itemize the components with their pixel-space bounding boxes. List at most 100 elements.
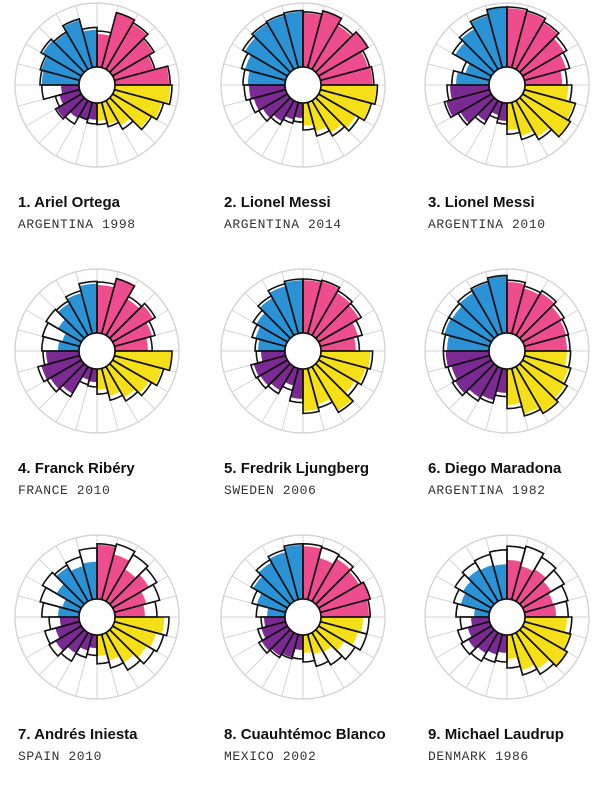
value-bar bbox=[88, 634, 97, 649]
value-bar bbox=[519, 580, 552, 608]
value-bar bbox=[97, 545, 116, 600]
player-name: 9. Michael Laudrup bbox=[428, 726, 600, 743]
team-year: SPAIN 2010 bbox=[18, 749, 103, 764]
value-bar bbox=[79, 283, 97, 334]
value-bar bbox=[497, 102, 507, 121]
value-bar bbox=[270, 363, 294, 391]
team-year: ARGENTINA 2014 bbox=[224, 217, 342, 232]
value-bar bbox=[522, 355, 569, 383]
value-bar bbox=[468, 626, 495, 649]
radial-chart bbox=[220, 268, 386, 434]
value-bar bbox=[97, 34, 111, 68]
value-bar bbox=[445, 351, 490, 367]
center-hub bbox=[78, 66, 116, 104]
value-bar bbox=[106, 97, 131, 126]
value-bar bbox=[315, 626, 345, 651]
value-bar bbox=[507, 368, 521, 405]
value-bar bbox=[109, 626, 147, 658]
value-bar bbox=[312, 363, 352, 411]
value-bar bbox=[519, 626, 567, 666]
value-bar bbox=[486, 7, 507, 68]
value-bar bbox=[320, 351, 371, 369]
value-bar bbox=[282, 632, 299, 658]
team-year: FRANCE 2010 bbox=[18, 483, 111, 498]
value-bar bbox=[511, 100, 534, 136]
value-bar bbox=[101, 632, 120, 661]
player-name: 1. Ariel Ortega bbox=[18, 194, 193, 211]
value-bar bbox=[67, 629, 88, 654]
value-bar bbox=[307, 10, 342, 70]
center-hub bbox=[488, 332, 526, 370]
value-bar bbox=[56, 583, 85, 608]
value-bar bbox=[522, 89, 574, 120]
value-bar bbox=[315, 360, 355, 394]
value-bar bbox=[315, 94, 356, 129]
value-bar bbox=[497, 634, 507, 653]
value-bar bbox=[516, 292, 555, 339]
player-card: 8. Cuauhtémoc Blanco MEXICO 2002 bbox=[206, 532, 406, 798]
value-bar bbox=[511, 566, 534, 602]
value-bar bbox=[318, 322, 359, 347]
player-name-text: Franck Ribéry bbox=[34, 460, 135, 477]
value-bar bbox=[312, 629, 332, 653]
value-bar bbox=[106, 299, 140, 339]
value-bar bbox=[315, 571, 360, 608]
radial-chart bbox=[14, 2, 180, 168]
value-bar bbox=[451, 355, 492, 380]
value-bar bbox=[522, 593, 554, 613]
value-bar bbox=[303, 546, 322, 600]
center-hub bbox=[78, 598, 116, 636]
value-bar bbox=[114, 351, 172, 371]
value-bar bbox=[262, 94, 291, 119]
value-bar bbox=[62, 363, 88, 394]
value-bar bbox=[312, 97, 343, 133]
value-bar bbox=[320, 337, 356, 351]
value-bar bbox=[451, 306, 495, 342]
value-bar bbox=[320, 66, 373, 85]
value-bar bbox=[312, 292, 351, 339]
value-bar bbox=[253, 89, 288, 111]
value-bar bbox=[69, 97, 88, 119]
value-bar bbox=[312, 558, 351, 605]
value-bar bbox=[106, 23, 148, 73]
value-bar bbox=[61, 85, 80, 95]
value-bar bbox=[101, 12, 135, 70]
player-card: 2. Lionel Messi ARGENTINA 2014 bbox=[206, 0, 406, 266]
value-bar bbox=[114, 604, 145, 617]
value-bar bbox=[511, 11, 545, 70]
value-bar bbox=[456, 71, 490, 85]
value-bar bbox=[261, 351, 286, 362]
value-bar bbox=[245, 55, 288, 81]
value-bar bbox=[82, 29, 97, 68]
radial-chart bbox=[220, 2, 386, 168]
value-bar bbox=[468, 363, 498, 398]
team-year: MEXICO 2002 bbox=[224, 749, 317, 764]
player-name: 7. Andrés Iniesta bbox=[18, 726, 193, 743]
value-bar bbox=[524, 351, 567, 367]
value-bar bbox=[59, 89, 82, 105]
value-bar bbox=[56, 94, 85, 119]
player-name-text: Lionel Messi bbox=[240, 194, 331, 211]
player-name: 6. Diego Maradona bbox=[428, 460, 600, 477]
value-bar bbox=[284, 545, 303, 600]
value-bar bbox=[307, 366, 331, 405]
value-bar bbox=[114, 617, 165, 635]
value-bar bbox=[112, 591, 147, 613]
radial-chart bbox=[424, 534, 590, 700]
value-bar bbox=[109, 360, 149, 394]
value-bar bbox=[256, 312, 291, 342]
value-bar bbox=[303, 634, 313, 653]
player-card: 6. Diego Maradona ARGENTINA 1982 bbox=[410, 266, 600, 532]
player-card: 9. Michael Laudrup DENMARK 1986 bbox=[410, 532, 600, 798]
value-bar bbox=[82, 561, 97, 600]
radial-chart bbox=[424, 2, 590, 168]
value-bar bbox=[101, 100, 118, 125]
value-bar bbox=[87, 102, 97, 120]
value-bar bbox=[320, 85, 377, 104]
value-bar bbox=[474, 608, 490, 617]
value-bar bbox=[106, 569, 137, 605]
team-year: ARGENTINA 1998 bbox=[18, 217, 136, 232]
player-name: 5. Fredrik Ljungberg bbox=[224, 460, 399, 477]
player-rank: 9. bbox=[428, 726, 441, 743]
value-bar bbox=[112, 89, 162, 119]
